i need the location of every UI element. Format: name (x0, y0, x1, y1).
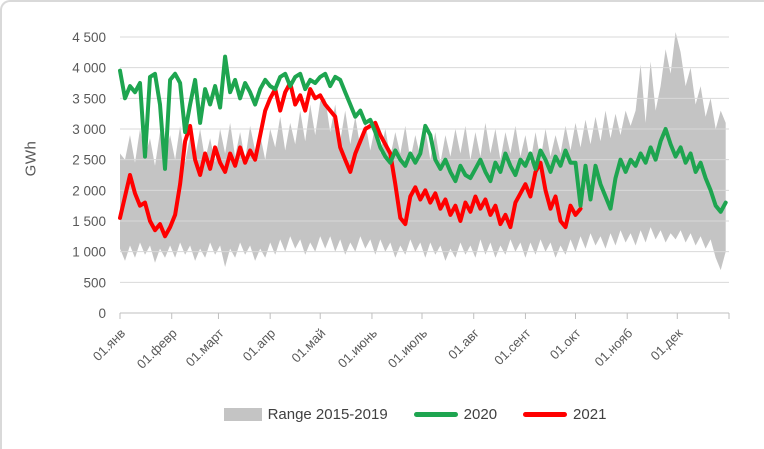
legend-label-2020: 2020 (463, 406, 498, 423)
y-tick-label: 4 500 (72, 30, 106, 45)
y-tick-label: 2 500 (72, 153, 106, 168)
line-2021-swatch-icon (523, 412, 568, 417)
plot-area: 0 500 1 000 1 500 2 000 2 500 3 000 3 500 4 000 4… (72, 30, 730, 372)
legend-item-2020: 2020 (413, 406, 498, 423)
x-tick-label: 01.июнь (335, 325, 380, 370)
x-tick-label: 01.апр (240, 326, 279, 365)
x-tick-label: 01.авг (445, 325, 482, 362)
x-tick-label: 01.июль (385, 325, 431, 371)
line-2020-swatch-icon (413, 412, 458, 417)
y-tick-label: 1 000 (72, 245, 106, 260)
legend-item-range: Range 2015-2019 (223, 406, 388, 423)
y-tick-label: 3 000 (72, 122, 106, 137)
x-tick-label: 01.сент (491, 325, 533, 367)
y-tick-label: 1 500 (72, 214, 106, 229)
x-tick-label: 01.дек (648, 325, 686, 363)
range-band-swatch-icon (223, 408, 262, 421)
series-2020-line (118, 54, 728, 214)
y-tick-label: 500 (83, 275, 106, 290)
x-tick-label: 01.март (183, 325, 227, 369)
series-2021-line (118, 81, 583, 239)
legend-item-2021: 2021 (523, 406, 606, 423)
legend: Range 2015-2019 2020 2021 (2, 406, 764, 423)
x-tick-label: 01.окт (547, 325, 584, 362)
y-tick-label: 4 000 (72, 61, 106, 76)
x-tick-label: 01.февр (134, 326, 180, 372)
legend-label-range: Range 2015-2019 (267, 406, 388, 423)
x-tick-label: 01.янв (90, 325, 128, 363)
x-tick-label: 01.май (288, 326, 328, 366)
legend-label-2021: 2021 (573, 406, 607, 423)
y-tick-label: 0 (98, 306, 106, 321)
y-tick-label: 3 500 (72, 91, 106, 106)
y-tick-label: 2 000 (72, 183, 106, 198)
x-tick-label: 01.нояб (592, 326, 636, 370)
